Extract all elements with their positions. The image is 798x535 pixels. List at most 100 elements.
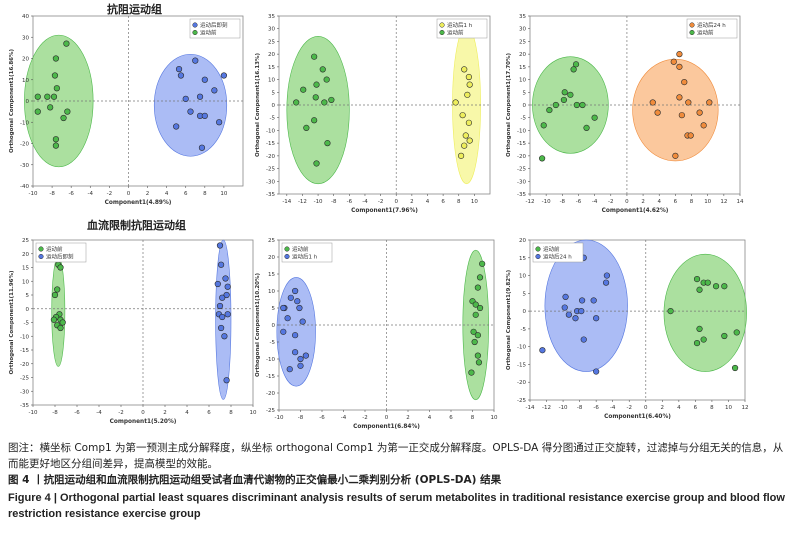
x-tick-label: -6 <box>74 410 80 416</box>
legend-label: 运动后1 h <box>292 253 318 261</box>
y-tick-label: 0 <box>26 99 30 105</box>
data-point <box>196 93 204 100</box>
y-tick-label: -25 <box>517 167 526 173</box>
figure-title-zh: 图 4 丨抗阻运动组和血流限制抗阻运动组受试者血清代谢物的正交偏最小二乘判别分析… <box>8 474 502 486</box>
data-point <box>280 304 287 312</box>
data-point <box>580 336 587 343</box>
data-point <box>52 55 60 62</box>
data-point <box>461 142 468 149</box>
data-point <box>51 72 59 79</box>
data-point <box>57 264 64 271</box>
legend-marker <box>535 253 541 260</box>
y-tick-label: -30 <box>20 163 29 169</box>
x-tick-label: -4 <box>610 405 616 411</box>
data-point <box>472 311 479 318</box>
legend-box <box>436 18 488 39</box>
data-point <box>311 53 318 60</box>
x-tick-label: -10 <box>314 199 323 205</box>
y-axis-label: Orthogonal Component1(17.70%) <box>506 52 512 157</box>
legend-marker <box>192 22 198 28</box>
legend-label: 运动后24 h <box>697 21 726 29</box>
data-point <box>219 294 226 301</box>
y-tick-label: -35 <box>266 192 275 198</box>
x-tick-label: -12 <box>298 199 307 205</box>
y-tick-label: -5 <box>270 116 276 122</box>
score-plot-rt-1h: -14 -12 -10 -8 -6 -4 -2 0 2 4 6 8 1035302520151050-5… <box>255 14 491 214</box>
data-point <box>466 81 473 88</box>
data-point <box>721 332 728 340</box>
data-point <box>300 86 307 93</box>
data-point <box>474 332 481 339</box>
data-point <box>284 315 291 322</box>
data-point <box>292 332 299 339</box>
x-tick-label: -6 <box>576 199 582 205</box>
legend-label: 运动后即刻 <box>46 253 74 261</box>
y-tick-label: -5 <box>24 321 30 327</box>
data-point <box>222 275 229 282</box>
data-point <box>218 324 225 332</box>
data-point <box>579 101 586 109</box>
y-tick-label: -10 <box>517 345 526 351</box>
data-point <box>731 364 739 372</box>
data-point <box>53 85 60 92</box>
data-point <box>192 57 199 64</box>
data-point <box>219 313 226 321</box>
y-tick-label: 30 <box>268 27 275 33</box>
legend-box <box>281 242 333 263</box>
data-point <box>313 160 320 167</box>
y-tick-label: 20 <box>22 252 29 258</box>
y-tick-label: -10 <box>20 120 29 126</box>
legend-marker <box>535 246 541 252</box>
y-tick-label: -15 <box>20 348 29 354</box>
x-tick-label: 8 <box>457 199 461 205</box>
x-tick-label: 2 <box>163 410 167 416</box>
legend-marker <box>284 246 290 252</box>
x-tick-label: 14 <box>737 199 744 205</box>
data-point <box>457 152 465 159</box>
x-tick-label: 2 <box>406 415 410 421</box>
x-axis-label: Component1(4.89%) <box>105 200 172 206</box>
data-point <box>175 66 183 73</box>
y-tick-label: 40 <box>22 14 29 20</box>
legend-label: 运动前 <box>447 29 464 37</box>
x-tick-label: -8 <box>331 199 337 205</box>
data-point <box>685 99 692 106</box>
data-point <box>696 325 703 332</box>
x-tick-label: 0 <box>141 410 145 416</box>
data-point <box>64 108 71 115</box>
x-tick-label: -6 <box>593 405 599 411</box>
y-tick-label: -5 <box>521 327 527 333</box>
y-tick-label: 10 <box>519 78 526 84</box>
x-tick-label: -8 <box>298 415 304 421</box>
y-tick-label: 20 <box>519 52 526 58</box>
y-tick-label: -15 <box>266 141 275 147</box>
y-tick-label: 20 <box>22 57 29 63</box>
data-point <box>593 315 600 322</box>
y-tick-label: -30 <box>517 179 526 185</box>
data-point <box>201 112 208 119</box>
x-tick-label: 10 <box>250 410 257 416</box>
x-tick-label: -2 <box>362 415 367 421</box>
data-point <box>540 122 547 129</box>
x-tick-label: 12 <box>720 199 727 205</box>
legend-label: 运动后24 h <box>543 253 572 261</box>
legend-box <box>189 18 241 39</box>
y-tick-label: 30 <box>22 35 29 41</box>
data-point <box>292 287 299 295</box>
data-point <box>696 286 703 293</box>
x-tick-label: 10 <box>220 191 227 197</box>
data-point <box>221 333 228 340</box>
legend-box <box>35 242 87 263</box>
data-point <box>700 336 707 343</box>
data-point <box>676 51 683 58</box>
y-tick-label: -15 <box>517 362 526 368</box>
data-point <box>476 274 484 281</box>
y-axis-label: Orthogonal Component1(10.20%) <box>255 272 261 377</box>
legend-marker <box>192 29 198 36</box>
x-tick-label: 8 <box>229 410 233 416</box>
data-point <box>696 109 703 116</box>
data-point <box>223 291 230 299</box>
data-point <box>672 152 679 159</box>
y-tick-label: -5 <box>521 116 527 122</box>
data-point <box>187 108 194 115</box>
